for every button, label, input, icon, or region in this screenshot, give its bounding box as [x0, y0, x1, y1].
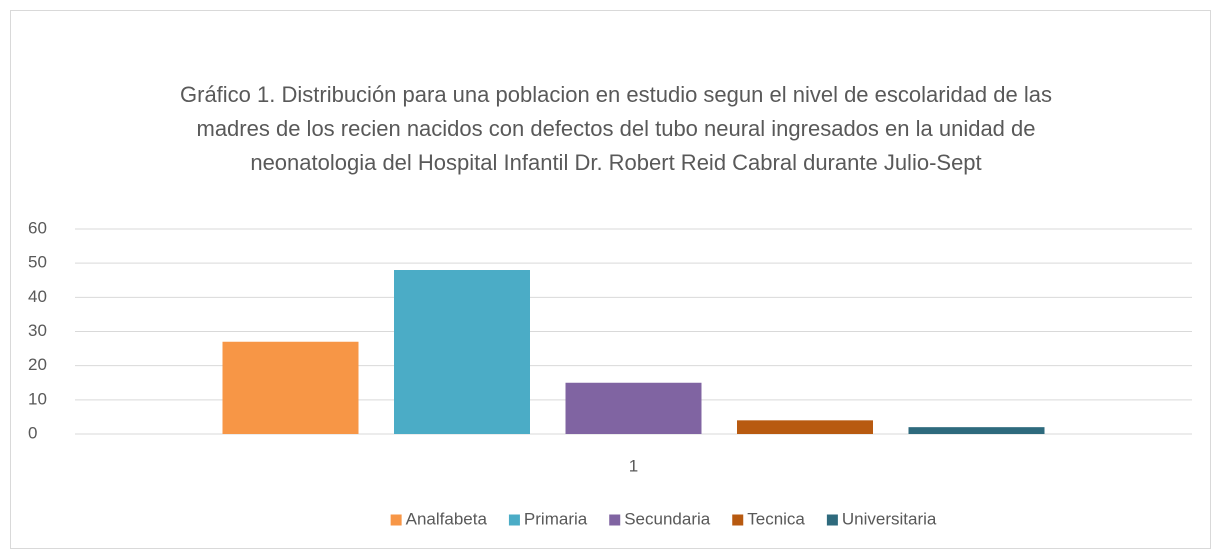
legend-swatch: [609, 514, 621, 526]
legend-swatch: [826, 514, 838, 526]
legend-label: Tecnica: [747, 509, 805, 528]
legend-label: Universitaria: [842, 509, 937, 528]
legend-swatch: [508, 514, 520, 526]
bar: [565, 382, 702, 434]
legend-label: Secundaria: [624, 509, 711, 528]
x-tick-label: 1: [629, 456, 638, 475]
y-tick-label: 10: [28, 389, 47, 408]
y-tick-label: 20: [28, 355, 47, 374]
bar: [222, 341, 359, 434]
y-tick-label: 0: [28, 423, 37, 442]
chart-title: Gráfico 1. Distribución para una poblaci…: [180, 82, 1052, 175]
bar: [737, 420, 873, 434]
chart-border: [10, 10, 1211, 549]
legend-swatch: [390, 514, 402, 526]
y-tick-label: 40: [28, 287, 47, 306]
y-tick-label: 30: [28, 321, 47, 340]
bar: [394, 270, 530, 434]
bar: [908, 427, 1045, 434]
y-tick-label: 60: [28, 218, 47, 237]
legend-label: Analfabeta: [406, 509, 488, 528]
y-tick-label: 50: [28, 253, 47, 272]
legend-swatch: [732, 514, 744, 526]
legend-label: Primaria: [524, 509, 588, 528]
